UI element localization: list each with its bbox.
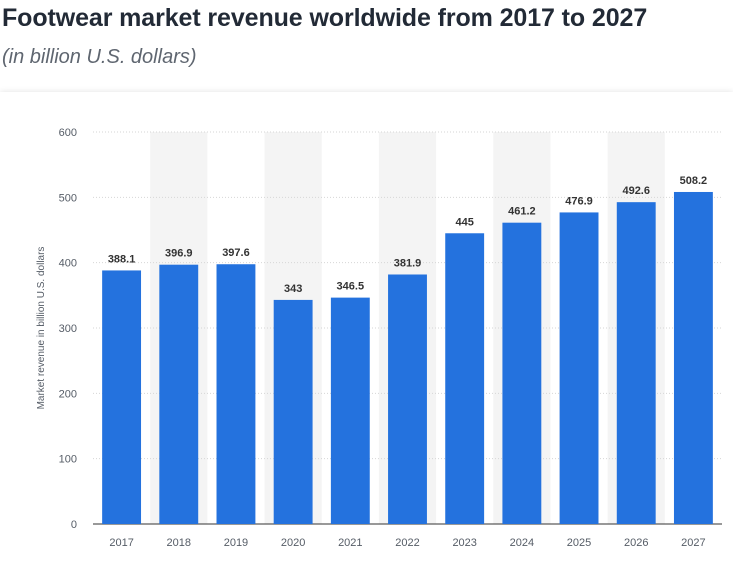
y-axis-label: Market revenue in billion U.S. dollars (36, 247, 47, 410)
x-tick-label: 2022 (395, 537, 419, 549)
bar (445, 233, 485, 524)
x-tick-label: 2024 (510, 537, 534, 549)
y-tick-label: 600 (59, 127, 77, 139)
x-tick-label: 2017 (109, 537, 133, 549)
x-tick-label: 2018 (167, 537, 191, 549)
data-label: 476.9 (565, 195, 593, 207)
data-label: 388.1 (108, 253, 136, 265)
data-label: 461.2 (508, 206, 536, 218)
x-axis-ticks: 2017 2018 2019 2020 2021 2022 2023 2024 2025 2026… (109, 537, 705, 549)
data-label: 381.9 (394, 257, 422, 269)
data-labels: 388.1 396.9 397.6 343 346.5 381.9 445 461.2 476.… (108, 175, 707, 295)
y-tick-label: 300 (59, 323, 77, 335)
chart-title: Footwear market revenue worldwide from 2… (2, 4, 648, 32)
chart-card: 0 100 200 300 400 500 600 388.1 396.9 397.6 343 34… (0, 92, 733, 562)
y-tick-label: 200 (59, 388, 77, 400)
y-tick-label: 400 (59, 258, 77, 270)
bar (102, 270, 142, 524)
bar (273, 299, 313, 524)
y-axis-ticks: 0 100 200 300 400 500 600 (59, 127, 77, 531)
y-tick-label: 100 (59, 454, 77, 466)
data-label: 396.9 (165, 248, 193, 260)
bar (616, 202, 656, 524)
y-tick-label: 0 (71, 519, 77, 531)
chart-subtitle: (in billion U.S. dollars) (2, 46, 197, 68)
x-tick-label: 2025 (567, 537, 591, 549)
data-label: 343 (284, 283, 302, 295)
bar (559, 212, 599, 524)
data-label: 508.2 (680, 175, 708, 187)
bar (216, 264, 256, 524)
data-label: 346.5 (337, 281, 365, 293)
data-label: 445 (456, 216, 474, 228)
x-tick-label: 2026 (624, 537, 648, 549)
data-label: 397.6 (222, 247, 250, 259)
x-tick-label: 2021 (338, 537, 362, 549)
bar-chart: 0 100 200 300 400 500 600 388.1 396.9 397.6 343 34… (36, 127, 722, 549)
data-label: 492.6 (622, 185, 650, 197)
x-tick-label: 2027 (681, 537, 705, 549)
bar (330, 297, 370, 524)
bar (673, 191, 713, 524)
bar (388, 274, 427, 524)
bar (502, 222, 542, 524)
bars (102, 191, 713, 524)
y-tick-label: 500 (59, 192, 77, 204)
x-tick-label: 2020 (281, 537, 305, 549)
x-tick-label: 2019 (224, 537, 248, 549)
bar (159, 264, 199, 524)
x-tick-label: 2023 (452, 537, 476, 549)
